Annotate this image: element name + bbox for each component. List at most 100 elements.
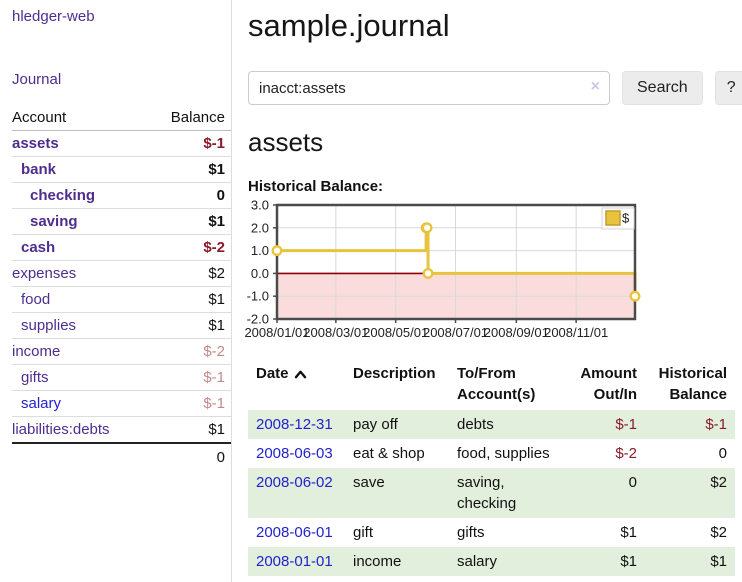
account-row: food $1 bbox=[12, 287, 231, 313]
register-header-row: Date Description To/From Account(s) Amou… bbox=[248, 361, 735, 410]
chart-svg: $3.0 2.0 1.0 0.0 -1.0 -2.02008/01/012008/03/0… bbox=[244, 198, 641, 340]
accounts-table: Account Balance assets $-1 bank $1 check… bbox=[12, 106, 231, 470]
transaction-description: eat & shop bbox=[353, 445, 425, 462]
accounts-header-balance: Balance bbox=[170, 109, 225, 126]
account-link[interactable]: cash bbox=[21, 239, 56, 256]
svg-text:2008/05/01: 2008/05/01 bbox=[363, 325, 428, 340]
account-link[interactable]: income bbox=[12, 343, 61, 360]
register-table: Date Description To/From Account(s) Amou… bbox=[248, 361, 735, 576]
sort-ascending-icon bbox=[294, 370, 306, 379]
register-row: 2008-01-01 income salary $1 $1 bbox=[248, 547, 735, 576]
account-link[interactable]: bank bbox=[21, 161, 57, 178]
svg-text:3.0: 3.0 bbox=[251, 198, 269, 213]
account-balance: 0 bbox=[216, 187, 225, 204]
svg-text:2008/09/01: 2008/09/01 bbox=[484, 325, 549, 340]
register-header-description: Description bbox=[353, 365, 436, 382]
account-link[interactable]: expenses bbox=[12, 265, 77, 282]
main-content: sample.journal × Search ? assets Histori… bbox=[232, 0, 742, 582]
transaction-accounts: gifts bbox=[457, 524, 485, 541]
transaction-date-link[interactable]: 2008-06-01 bbox=[256, 524, 333, 541]
account-balance: $1 bbox=[208, 291, 225, 308]
account-link[interactable]: supplies bbox=[21, 317, 77, 334]
transaction-accounts: food, supplies bbox=[457, 445, 550, 462]
svg-text:-2.0: -2.0 bbox=[247, 312, 269, 327]
sidebar: hledger-web Journal Account Balance asse… bbox=[0, 0, 232, 582]
account-link[interactable]: saving bbox=[30, 213, 78, 230]
svg-text:2008/03/01: 2008/03/01 bbox=[303, 325, 368, 340]
accounts-header-account: Account bbox=[12, 109, 67, 126]
account-link[interactable]: liabilities:debts bbox=[12, 421, 110, 438]
svg-text:$: $ bbox=[622, 211, 630, 226]
svg-text:2.0: 2.0 bbox=[251, 220, 269, 235]
account-link[interactable]: salary bbox=[21, 395, 62, 412]
account-heading: assets bbox=[248, 127, 324, 157]
account-row: saving $1 bbox=[12, 209, 231, 235]
transaction-amount: $-2 bbox=[615, 445, 637, 462]
transaction-date-link[interactable]: 2008-06-03 bbox=[256, 445, 333, 462]
transaction-date-link[interactable]: 2008-01-01 bbox=[256, 553, 333, 570]
account-balance: $1 bbox=[208, 161, 225, 178]
account-row: expenses $2 bbox=[12, 261, 231, 287]
transaction-accounts: debts bbox=[457, 416, 494, 433]
transaction-date-link[interactable]: 2008-12-31 bbox=[256, 416, 333, 433]
account-balance: $-1 bbox=[203, 395, 225, 412]
journal-nav-link[interactable]: Journal bbox=[12, 71, 62, 88]
search-form: × Search ? bbox=[248, 71, 742, 105]
account-balance: $-2 bbox=[203, 343, 225, 360]
account-row: assets $-1 bbox=[12, 131, 231, 157]
account-link[interactable]: gifts bbox=[21, 369, 49, 386]
account-row: cash $-2 bbox=[12, 235, 231, 261]
account-balance: $-2 bbox=[203, 239, 225, 256]
help-button[interactable]: ? bbox=[714, 71, 742, 105]
accounts-total-row: 0 bbox=[12, 442, 231, 470]
transaction-amount: $1 bbox=[620, 524, 637, 541]
transaction-description: pay off bbox=[353, 416, 398, 433]
transaction-amount: 0 bbox=[628, 474, 637, 491]
transaction-balance: $-1 bbox=[705, 416, 727, 433]
account-balance: $1 bbox=[208, 213, 225, 230]
register-row: 2008-06-03 eat & shop food, supplies $-2… bbox=[248, 439, 735, 468]
transaction-amount: $1 bbox=[620, 553, 637, 570]
register-row: 2008-06-02 save saving, checking 0 $2 bbox=[248, 468, 735, 518]
svg-text:2008/01/01: 2008/01/01 bbox=[244, 325, 309, 340]
svg-text:2008/07/01: 2008/07/01 bbox=[423, 325, 488, 340]
register-header-balance: Historical Balance bbox=[658, 365, 727, 403]
account-balance: $2 bbox=[208, 265, 225, 282]
account-row: bank $1 bbox=[12, 157, 231, 183]
transaction-balance: $2 bbox=[710, 474, 727, 491]
clear-search-icon[interactable]: × bbox=[590, 78, 600, 95]
register-header-tofrom: To/From Account(s) bbox=[457, 365, 536, 403]
svg-text:1.0: 1.0 bbox=[251, 243, 269, 258]
page-title: sample.journal bbox=[248, 8, 450, 43]
account-balance: $-1 bbox=[203, 135, 225, 152]
transaction-balance: 0 bbox=[718, 445, 727, 462]
transaction-balance: $1 bbox=[710, 553, 727, 570]
accounts-total-value: 0 bbox=[216, 449, 225, 466]
search-input[interactable] bbox=[248, 71, 610, 105]
svg-text:-1.0: -1.0 bbox=[247, 289, 269, 304]
search-button[interactable]: Search bbox=[622, 71, 703, 105]
account-link[interactable]: checking bbox=[30, 187, 96, 204]
svg-text:0.0: 0.0 bbox=[251, 266, 269, 281]
transaction-description: gift bbox=[353, 524, 374, 541]
account-row: liabilities:debts $1 bbox=[12, 417, 231, 442]
app-title-link[interactable]: hledger-web bbox=[12, 8, 95, 25]
search-input-wrap: × bbox=[248, 71, 610, 105]
transaction-description: income bbox=[353, 553, 402, 570]
account-link[interactable]: assets bbox=[12, 135, 59, 152]
chart-title: Historical Balance: bbox=[248, 178, 384, 195]
transaction-accounts: saving, checking bbox=[457, 474, 517, 512]
register-header-amount: Amount Out/In bbox=[580, 365, 637, 403]
transaction-date-link[interactable]: 2008-06-02 bbox=[256, 474, 333, 491]
account-row: income $-2 bbox=[12, 339, 231, 365]
register-header-date[interactable]: Date bbox=[248, 361, 345, 410]
account-row: checking 0 bbox=[12, 183, 231, 209]
transaction-amount: $-1 bbox=[615, 416, 637, 433]
accounts-table-header: Account Balance bbox=[12, 106, 231, 131]
register-row: 2008-12-31 pay off debts $-1 $-1 bbox=[248, 410, 735, 439]
account-link[interactable]: food bbox=[21, 291, 51, 308]
register-row: 2008-06-01 gift gifts $1 $2 bbox=[248, 518, 735, 547]
account-balance: $1 bbox=[208, 317, 225, 334]
account-balance: $-1 bbox=[203, 369, 225, 386]
